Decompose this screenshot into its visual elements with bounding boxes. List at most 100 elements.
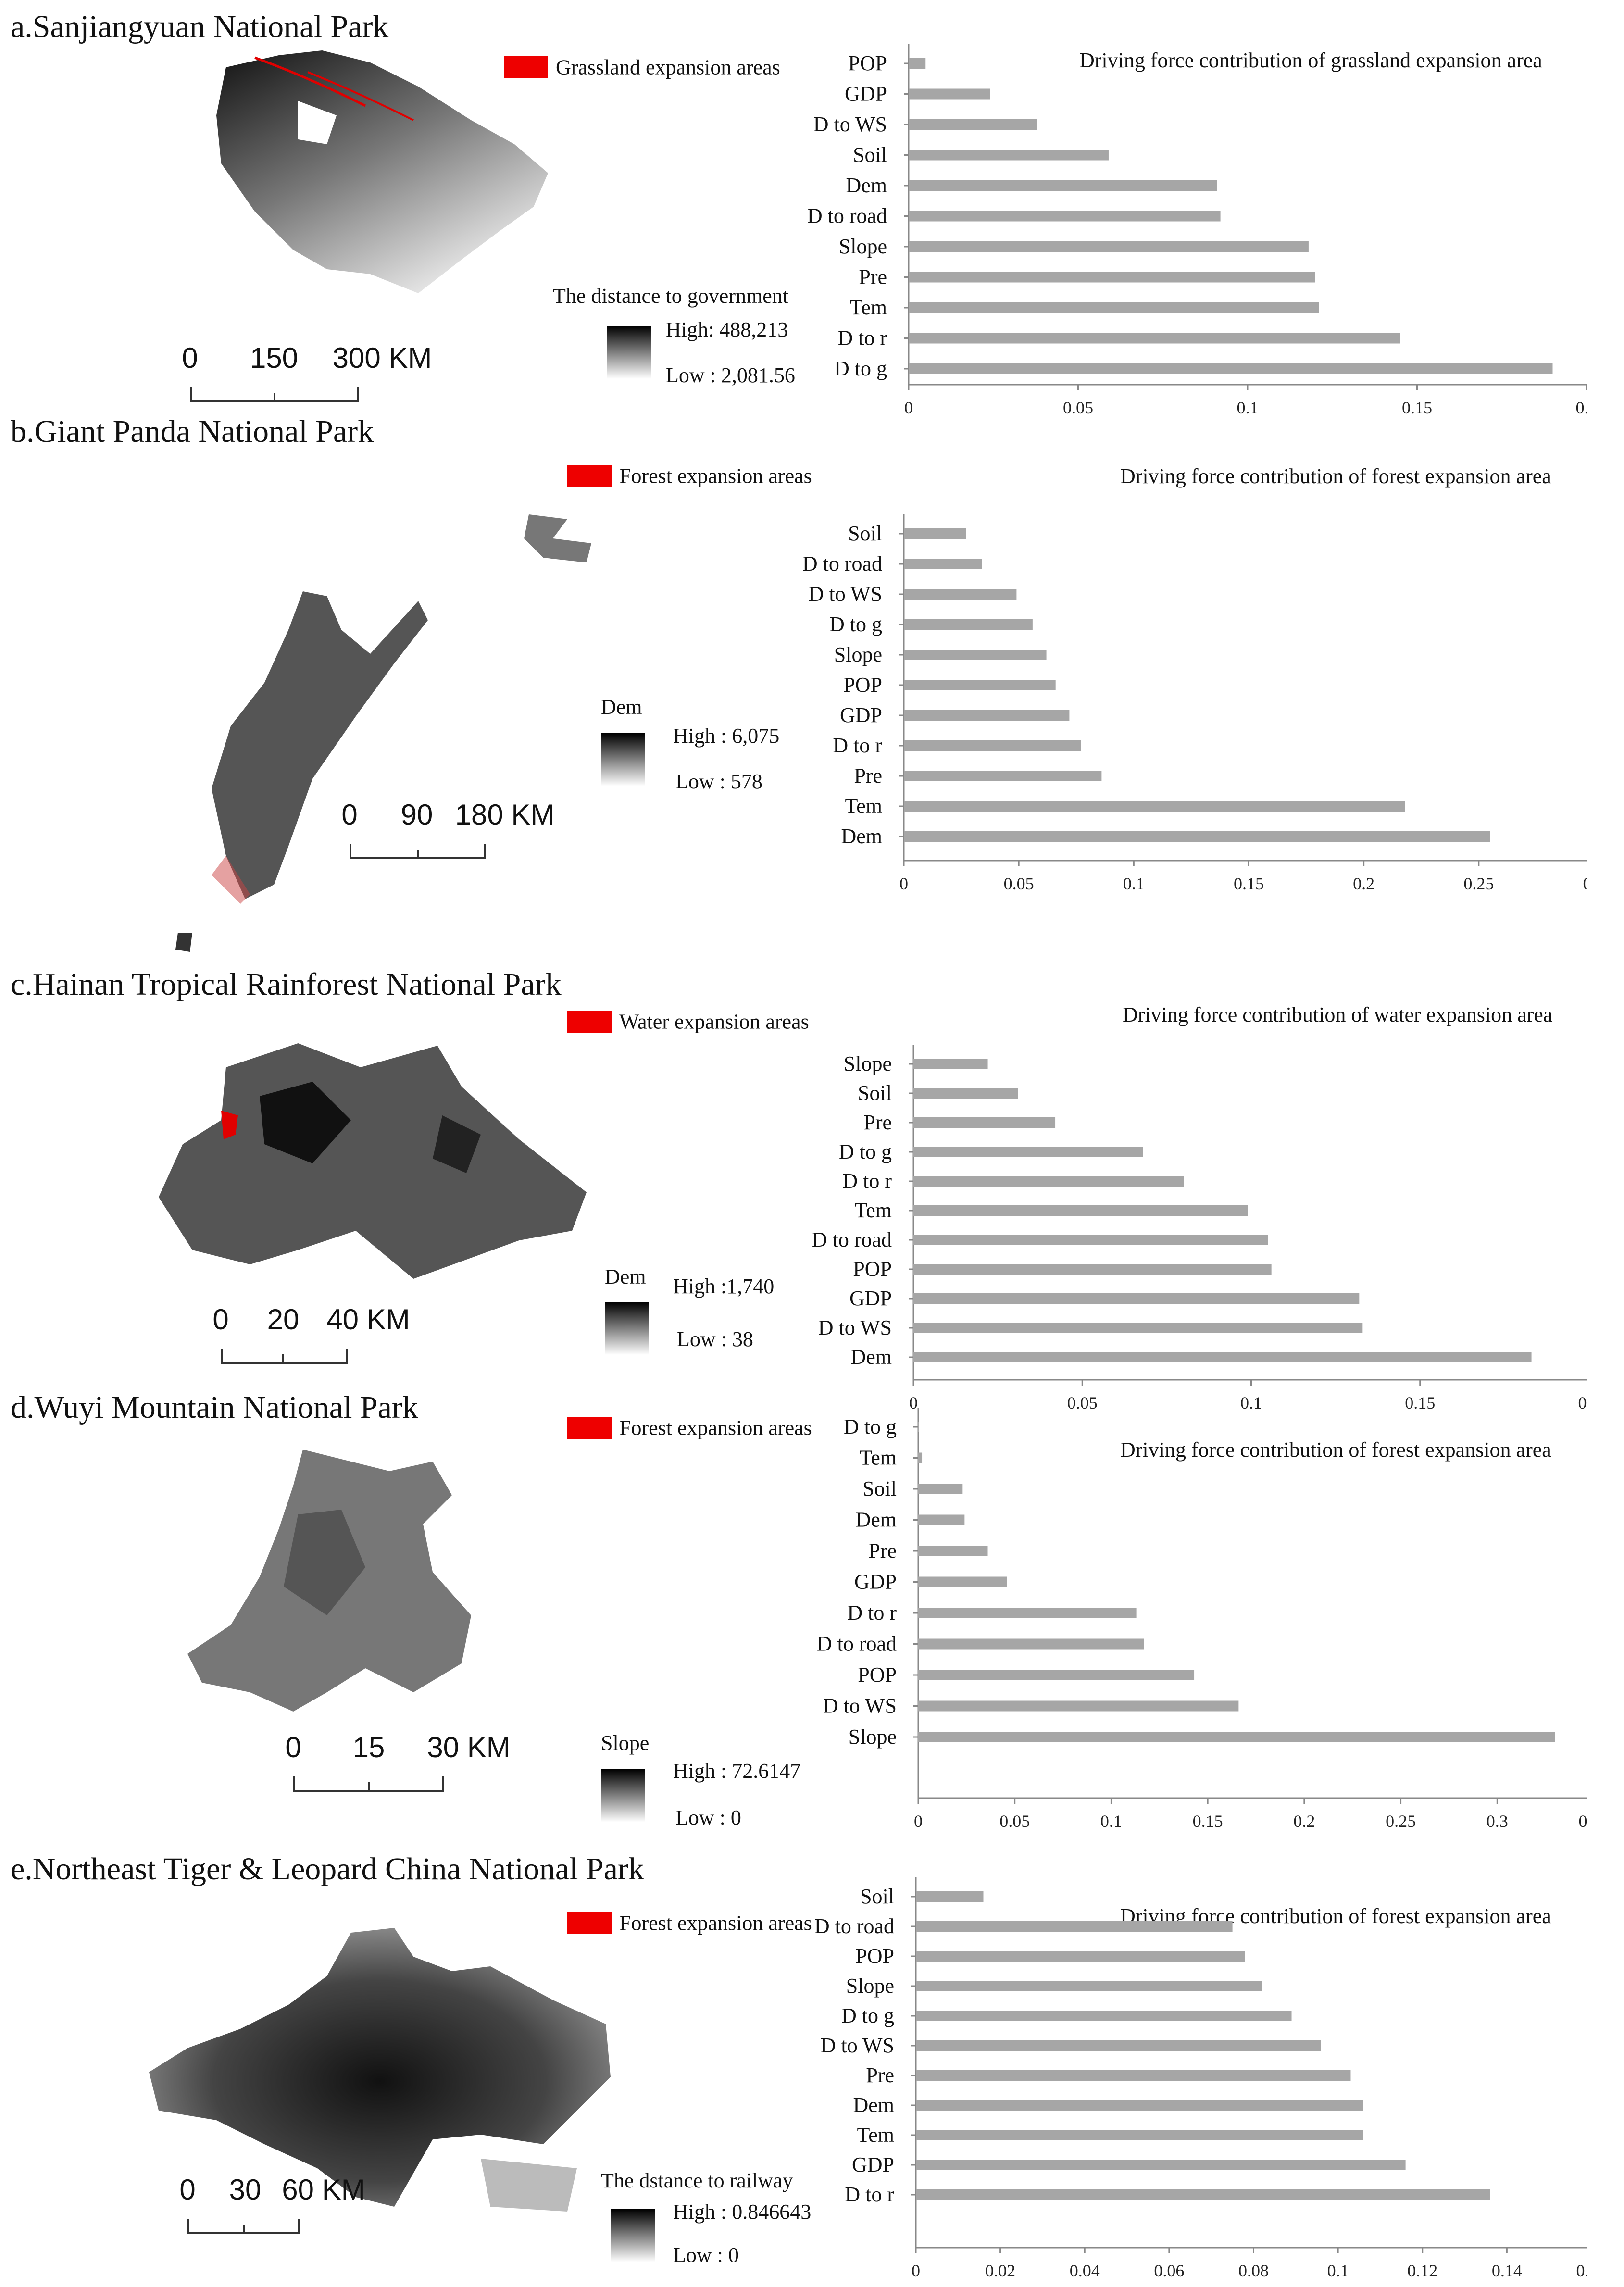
bar	[913, 1059, 988, 1069]
category-label: POP	[848, 51, 887, 75]
category-label: Soil	[862, 1477, 897, 1500]
bar	[909, 89, 990, 100]
category-label: D to road	[814, 1914, 894, 1938]
gradient-title: The dstance to railway	[601, 2168, 793, 2193]
gradient-title: Slope	[601, 1731, 649, 1755]
gradient-title: Dem	[605, 1264, 646, 1289]
bar-chart: 00.050.10.150.20.250.3SoilD to roadD to …	[769, 481, 1587, 962]
x-tick-label: 0.04	[1070, 2261, 1100, 2280]
x-tick-label: 0.1	[1123, 874, 1145, 893]
bar	[909, 150, 1109, 161]
bar	[909, 272, 1315, 283]
bar	[916, 2070, 1350, 2081]
category-label: Soil	[853, 143, 887, 167]
bar	[909, 211, 1221, 222]
category-label: Dem	[853, 2093, 894, 2117]
category-label: D to road	[812, 1228, 892, 1251]
bar	[916, 1891, 984, 1902]
bar	[913, 1205, 1248, 1216]
gradient-swatch	[611, 2209, 655, 2262]
bar	[909, 58, 925, 69]
x-tick-label: 0.25	[1386, 1812, 1416, 1827]
bar	[904, 589, 1016, 600]
category-label: GDP	[840, 703, 882, 727]
park-map	[212, 48, 558, 298]
x-tick-label: 0.14	[1492, 2261, 1522, 2280]
bar	[913, 1323, 1362, 1333]
bar	[918, 1546, 988, 1556]
bar	[918, 1422, 919, 1432]
red-swatch-icon	[504, 56, 548, 78]
x-tick-label: 0.05	[999, 1812, 1030, 1827]
bar	[916, 2011, 1292, 2021]
bar	[918, 1639, 1144, 1650]
scale-bar: 0 15 30 KM	[293, 1731, 447, 1798]
scale-label-1: 20	[267, 1303, 300, 1336]
park-map	[168, 510, 625, 957]
bar	[918, 1732, 1555, 1742]
x-tick-label: 0.15	[1234, 874, 1264, 893]
x-tick-label: 0	[912, 2261, 920, 2280]
panel-title: c.Hainan Tropical Rainforest National Pa…	[11, 966, 562, 1003]
scale-label-0: 0	[341, 798, 357, 831]
category-label: Tem	[859, 1446, 897, 1470]
park-map	[154, 1038, 601, 1288]
bar	[918, 1515, 964, 1525]
bar	[904, 619, 1033, 630]
category-label: Dem	[846, 174, 887, 197]
bar	[918, 1577, 1007, 1587]
bar	[904, 831, 1490, 842]
category-label: GDP	[854, 1570, 897, 1594]
scale-label-1: 90	[401, 798, 433, 831]
gradient-swatch	[601, 1769, 645, 1822]
bar	[918, 1670, 1194, 1680]
x-tick-label: 0.08	[1238, 2261, 1269, 2280]
category-label: Soil	[860, 1885, 894, 1908]
gradient-swatch	[607, 326, 651, 379]
bar	[918, 1453, 922, 1463]
category-label: Dem	[855, 1508, 897, 1532]
red-swatch-icon	[567, 465, 612, 487]
x-tick-label: 0.02	[985, 2261, 1015, 2280]
x-tick-label: 0.2	[1353, 874, 1374, 893]
x-tick-label: 0.15	[1193, 1812, 1223, 1827]
category-label: Pre	[868, 1539, 897, 1562]
scale-label-2: 30 KM	[427, 1731, 510, 1764]
category-label: D to r	[837, 326, 887, 350]
scale-label-0: 0	[179, 2173, 195, 2206]
x-tick-label: 0.1	[1100, 1812, 1122, 1827]
bar	[904, 650, 1047, 660]
category-label: Pre	[859, 265, 887, 289]
category-label: POP	[858, 1663, 897, 1687]
x-tick-label: 0.2	[1293, 1812, 1315, 1827]
x-tick-label: 0.05	[1004, 874, 1034, 893]
dem-map	[154, 1038, 601, 1288]
x-tick-label: 0.3	[1487, 1812, 1508, 1827]
scale-bar: 0 20 40 KM	[221, 1303, 350, 1370]
bar	[904, 559, 982, 569]
gradient-low: Low : 0	[675, 1805, 741, 1830]
x-tick-label: 0.35	[1579, 1812, 1587, 1827]
category-label: D to g	[834, 357, 887, 380]
panel-title: e.Northeast Tiger & Leopard China Nation…	[11, 1851, 644, 1887]
bar-chart: 0 0.05 0.1 0.15 0.2 0.25 0.3 0.35 D to g Tem Soil D…	[769, 1385, 1587, 1827]
distance-map	[144, 1918, 620, 2216]
panel-a: a.Sanjiangyuan National Park 0 150 300 K…	[0, 0, 1624, 423]
slope-map	[183, 1442, 481, 1721]
x-tick-label: 0.1	[1327, 2261, 1349, 2280]
category-label: Tem	[845, 794, 882, 818]
bar	[904, 528, 966, 539]
expansion-legend-label: Grassland expansion areas	[556, 55, 780, 79]
scale-label-2: 40 KM	[326, 1303, 410, 1336]
bar	[916, 2189, 1490, 2200]
gradient-high: High : 6,075	[673, 724, 779, 748]
gradient-high: High :1,740	[673, 1274, 774, 1299]
category-label: D to g	[829, 612, 882, 636]
panel-title: d.Wuyi Mountain National Park	[11, 1389, 418, 1426]
scale-bar: 0 90 180 KM	[350, 798, 489, 865]
x-tick-label: 0.25	[1463, 874, 1494, 893]
scale-label-0: 0	[182, 341, 198, 375]
category-label: Tem	[857, 2123, 894, 2147]
panel-title: a.Sanjiangyuan National Park	[11, 9, 388, 45]
category-label: Slope	[839, 235, 887, 258]
